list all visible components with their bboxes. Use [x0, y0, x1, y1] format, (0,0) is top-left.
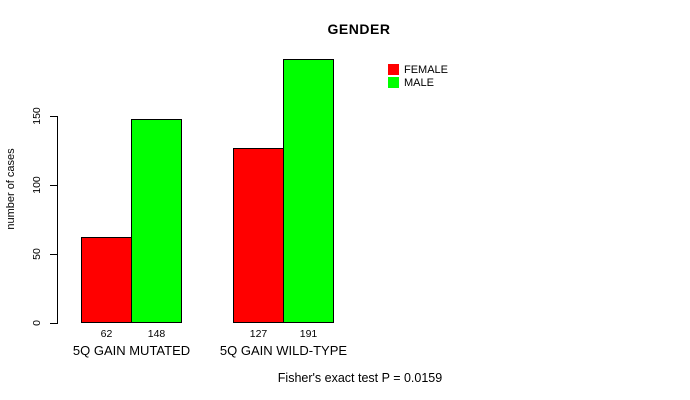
bar-value-label: 191 — [299, 328, 318, 340]
legend: FEMALE MALE — [388, 63, 448, 89]
category-label: 5Q GAIN WILD-TYPE — [219, 343, 348, 358]
legend-swatch-female — [388, 64, 399, 75]
bar-value-label: 127 — [249, 328, 268, 340]
bar-male-2 — [283, 59, 334, 323]
y-axis-label: number of cases — [5, 148, 17, 230]
footnote-text: Fisher's exact test P = 0.0159 — [277, 371, 443, 385]
y-axis-line — [57, 116, 58, 324]
bar-female-2 — [233, 147, 284, 323]
legend-item-male: MALE — [388, 76, 448, 89]
bar-value-label: 62 — [100, 328, 113, 340]
legend-label: FEMALE — [404, 63, 449, 76]
y-tick-label: 0 — [31, 320, 43, 326]
legend-label: MALE — [404, 76, 434, 89]
y-tick-label: 100 — [31, 176, 43, 194]
bar-value-label: 148 — [147, 328, 166, 340]
category-label: 5Q GAIN MUTATED — [72, 343, 191, 358]
y-tick-label: 50 — [31, 248, 43, 260]
bar-male-1 — [131, 118, 182, 323]
y-tick-mark — [50, 185, 57, 186]
legend-item-female: FEMALE — [388, 63, 448, 76]
y-tick-mark — [50, 116, 57, 117]
y-tick-mark — [50, 323, 57, 324]
chart-title: GENDER — [327, 21, 391, 37]
bar-female-1 — [81, 237, 132, 323]
legend-swatch-male — [388, 77, 399, 88]
y-tick-label: 150 — [31, 107, 43, 125]
y-tick-mark — [50, 254, 57, 255]
